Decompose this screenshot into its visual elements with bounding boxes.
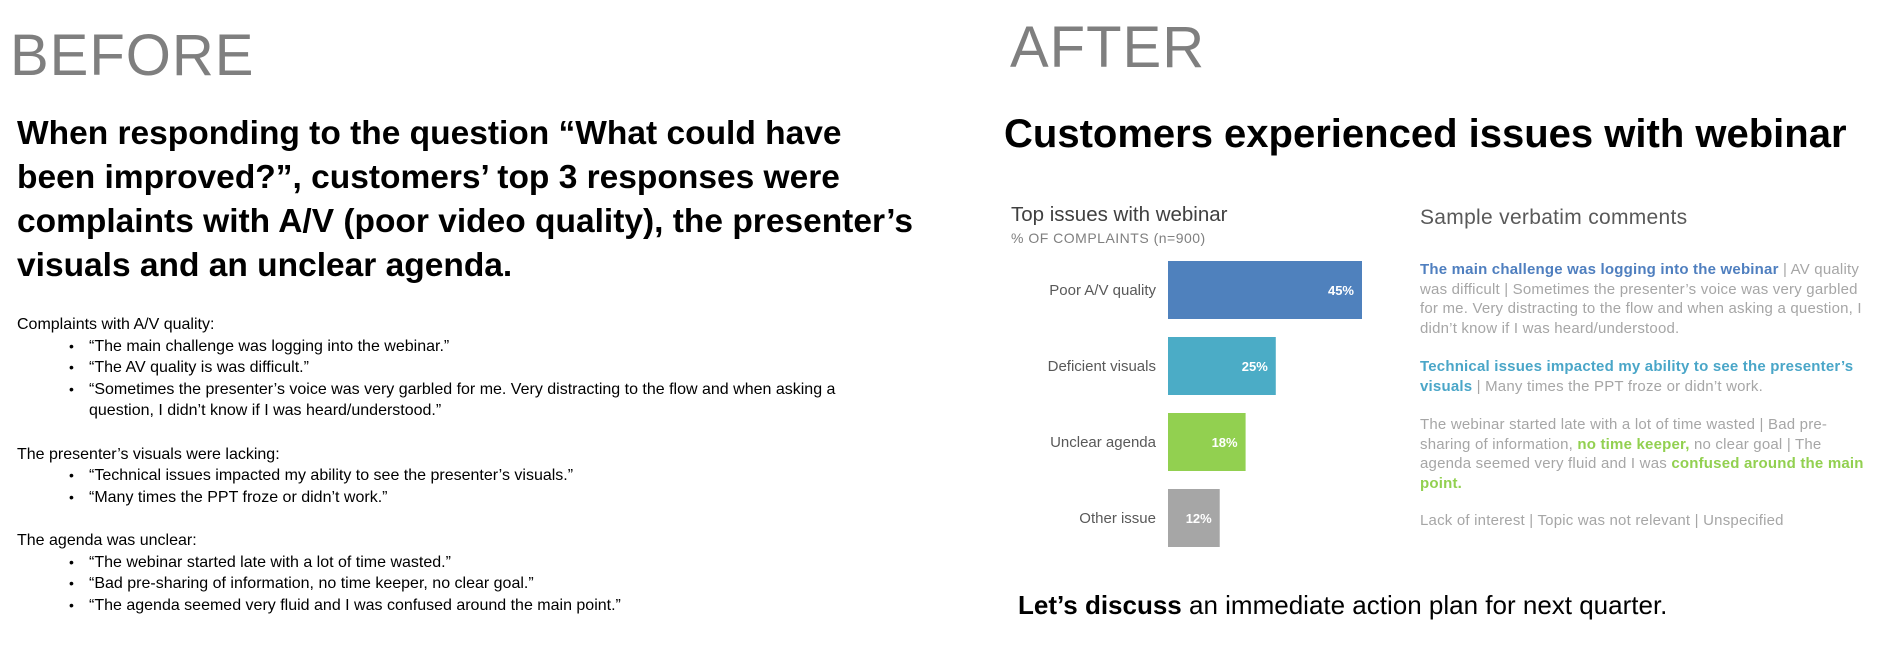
data-label: 45% — [1328, 283, 1354, 298]
bar — [1168, 261, 1362, 319]
verbatim-title: Sample verbatim comments — [1420, 206, 1688, 229]
bar — [1168, 413, 1246, 471]
after-title: Customers experienced issues with webina… — [1004, 112, 1847, 156]
comment-highlight: Technical issues impacted my ability to … — [1420, 358, 1854, 395]
before-complaints-list: Complaints with A/V quality: “The main c… — [17, 314, 917, 638]
data-label: 25% — [1242, 359, 1268, 374]
comment-agenda: The webinar started late with a lot of t… — [1420, 415, 1875, 493]
category-label: Poor A/V quality — [1049, 282, 1156, 299]
data-label: 18% — [1212, 435, 1238, 450]
group-label: Complaints with A/V quality: — [17, 316, 215, 333]
cta-text: an immediate action plan for next quarte… — [1181, 590, 1668, 620]
data-label: 12% — [1186, 511, 1212, 526]
comment-av: The main challenge was logging into the … — [1420, 260, 1875, 338]
after-heading: AFTER — [1010, 15, 1206, 80]
list-item: “The main challenge was logging into the… — [69, 336, 917, 358]
complaint-group-av: Complaints with A/V quality: “The main c… — [17, 314, 917, 422]
list-item: “The AV quality is was difficult.” — [69, 357, 917, 379]
comment-text: | Many times the PPT froze or didn’t wor… — [1472, 377, 1763, 395]
comment-text: Lack of interest | Topic was not relevan… — [1420, 512, 1784, 529]
chart-title: Top issues with webinar — [1011, 203, 1228, 226]
complaint-group-agenda: The agenda was unclear: “The webinar sta… — [17, 530, 917, 616]
before-heading: BEFORE — [10, 23, 255, 88]
comment-highlight: no time keeper, — [1577, 435, 1690, 453]
chart-subtitle: % OF COMPLAINTS (n=900) — [1011, 230, 1206, 246]
list-item: “Sometimes the presenter’s voice was ver… — [69, 379, 917, 422]
comment-highlight: The main challenge was logging into the … — [1420, 261, 1779, 278]
list-item: “Many times the PPT froze or didn’t work… — [69, 487, 917, 509]
comment-visuals: Technical issues impacted my ability to … — [1420, 357, 1875, 396]
list-item: “Bad pre-sharing of information, no time… — [69, 573, 917, 595]
category-label: Unclear agenda — [1050, 434, 1157, 451]
bar — [1168, 337, 1276, 395]
comment-other: Lack of interest | Topic was not relevan… — [1420, 511, 1875, 531]
cta-bold: Let’s discuss — [1018, 590, 1182, 620]
list-item: “Technical issues impacted my ability to… — [69, 465, 917, 487]
bar — [1168, 489, 1220, 547]
bar-chart: Poor A/V quality 45% Deficient visuals 25% U… — [1048, 261, 1362, 547]
before-title: When responding to the question “What co… — [17, 115, 913, 284]
category-label: Other issue — [1079, 510, 1156, 527]
comment-text: | AV quality was difficult | Sometimes t… — [1420, 261, 1862, 337]
group-label: The presenter’s visuals were lacking: — [17, 445, 280, 463]
group-label: The agenda was unclear: — [17, 532, 197, 549]
call-to-action: Let’s discuss an immediate action plan f… — [1018, 590, 1667, 621]
list-item: “The agenda seemed very fluid and I was … — [69, 595, 917, 617]
category-label: Deficient visuals — [1048, 358, 1156, 375]
comment-highlight: confused around the main point. — [1420, 455, 1864, 492]
comment-text: no clear goal | The agenda seemed very f… — [1420, 435, 1822, 473]
list-item: “The webinar started late with a lot of … — [69, 552, 917, 574]
comment-text: The webinar started late with a lot of t… — [1420, 416, 1828, 453]
complaint-group-visuals: The presenter’s visuals were lacking: “T… — [17, 444, 917, 509]
